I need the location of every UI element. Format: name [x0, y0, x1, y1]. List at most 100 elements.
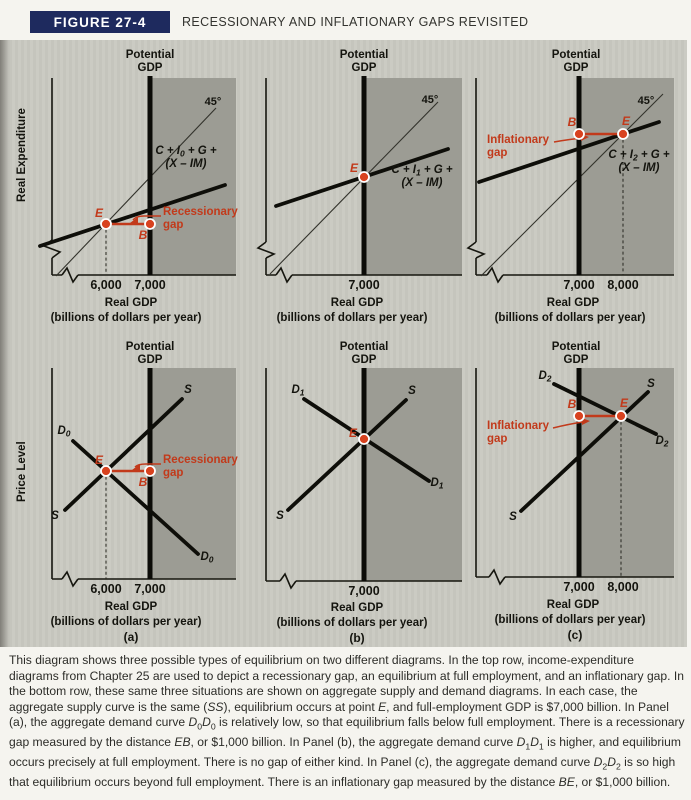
supply-curve — [519, 390, 650, 513]
demand-label-upper: D2 — [538, 370, 551, 384]
x-axis-break — [488, 568, 506, 586]
point-B-label: B — [568, 397, 577, 411]
supply-label-upper: S — [408, 385, 416, 397]
point-E-dot — [358, 171, 370, 183]
recessionary-gap-label2: gap — [163, 219, 183, 231]
point-B-label: B — [568, 115, 577, 129]
axes — [51, 78, 236, 276]
x-axis-subtitle: (billions of dollars per year) — [495, 312, 646, 324]
panel-top-a: Potential GDP 45° C + I0 + G + (X – IM) … — [16, 49, 238, 324]
beyond-potential-region — [364, 78, 462, 275]
supply-label-lower: S — [509, 511, 517, 523]
point-E-label: E — [620, 396, 629, 410]
demand-curve — [552, 382, 658, 436]
supply-curve — [63, 397, 184, 512]
potential-gdp-label2: GDP — [564, 62, 589, 74]
potential-gdp-label2: GDP — [138, 62, 163, 74]
supply-label-lower: S — [276, 510, 284, 522]
expenditure-label: C + I1 + G + — [391, 164, 453, 178]
y-axis-label: Real Expenditure — [16, 108, 28, 202]
point-E-dot — [617, 128, 629, 140]
panel-letter: (b) — [349, 631, 364, 645]
beyond-potential-region — [150, 368, 236, 579]
potential-gdp-label: Potential — [340, 49, 389, 61]
figure-caption: This diagram shows three possible types … — [9, 653, 685, 789]
page-scan-edge — [0, 40, 10, 647]
figure-panels-area: Potential GDP 45° C + I0 + G + (X – IM) … — [6, 40, 687, 647]
point-B-label: B — [139, 228, 148, 242]
gap-leader-line — [552, 421, 584, 429]
x-axis-subtitle: (billions of dollars per year) — [277, 312, 428, 324]
demand-label-lower: D1 — [430, 477, 443, 491]
expenditure-label: C + I2 + G + — [608, 149, 670, 163]
x-tick-6000: 6,000 — [90, 278, 121, 292]
x-tick-7000: 7,000 — [348, 278, 379, 292]
panel-bottom-c: Potential GDP D2 D2 S S B E Inflationary… — [475, 341, 674, 642]
x-tick-6000: 6,000 — [90, 582, 121, 596]
supply-label-upper: S — [647, 378, 655, 390]
panel-letter: (c) — [568, 628, 583, 642]
x-tick-7000: 7,000 — [134, 278, 165, 292]
potential-gdp-label: Potential — [552, 341, 601, 353]
y-axis-label: Price Level — [16, 441, 28, 502]
point-B-dot — [144, 465, 156, 477]
recessionary-gap-label: Recessionary — [163, 206, 238, 218]
point-E-label: E — [349, 426, 358, 440]
x-axis-subtitle: (billions of dollars per year) — [495, 614, 646, 626]
45-degree-line — [269, 101, 439, 275]
demand-curve — [71, 439, 200, 556]
inflationary-gap-label2: gap — [487, 147, 507, 159]
x-axis-break — [61, 266, 79, 284]
45-degree-label: 45° — [422, 94, 439, 106]
inflationary-gap-label: Inflationary — [487, 420, 550, 432]
expenditure-line — [477, 120, 661, 184]
x-axis-title: Real GDP — [105, 601, 158, 613]
gap-leader-line — [132, 215, 161, 221]
potential-gdp-label: Potential — [552, 49, 601, 61]
x-axis-title: Real GDP — [105, 297, 158, 309]
gap-arrowhead — [130, 217, 138, 223]
x-axis-subtitle: (billions of dollars per year) — [277, 617, 428, 629]
point-E-label: E — [95, 453, 104, 467]
beyond-potential-region — [579, 78, 674, 275]
inflationary-gap-label: Inflationary — [487, 134, 550, 146]
point-E-label: E — [350, 161, 359, 175]
x-tick-8000: 8,000 — [607, 278, 638, 292]
figure-title: RECESSIONARY AND INFLATIONARY GAPS REVIS… — [182, 15, 529, 29]
point-B-dot — [573, 128, 585, 140]
x-tick-8000: 8,000 — [607, 580, 638, 594]
point-B-dot — [573, 410, 585, 422]
x-tick-7000: 7,000 — [563, 278, 594, 292]
point-E-dot — [100, 465, 112, 477]
demand-label-upper: D1 — [291, 384, 304, 398]
gap-arrowhead — [132, 464, 140, 470]
y-axis-break — [256, 241, 276, 259]
point-E-dot — [615, 410, 627, 422]
recessionary-gap-label: Recessionary — [163, 454, 238, 466]
expenditure-label2: (X – IM) — [166, 158, 207, 170]
panel-top-c: Potential GDP 45° B E Inflationary gap C… — [466, 49, 674, 324]
x-axis-break — [275, 266, 293, 284]
expenditure-label: C + I0 + G + — [155, 145, 217, 159]
potential-gdp-label2: GDP — [352, 354, 377, 366]
recessionary-gap-label2: gap — [163, 467, 183, 479]
x-axis-subtitle: (billions of dollars per year) — [51, 312, 202, 324]
point-E-dot — [358, 433, 370, 445]
axes — [51, 368, 236, 580]
supply-curve — [286, 398, 408, 512]
supply-label-upper: S — [184, 384, 192, 396]
point-B-label: B — [139, 475, 148, 489]
45-degree-label: 45° — [205, 96, 222, 108]
beyond-potential-region — [364, 368, 462, 581]
axes — [265, 368, 462, 582]
x-tick-7000: 7,000 — [563, 580, 594, 594]
expenditure-label2: (X – IM) — [402, 177, 443, 189]
point-E-dot — [100, 218, 112, 230]
figure-label: FIGURE 27-4 — [53, 14, 147, 30]
expenditure-line — [38, 183, 227, 248]
45-degree-line — [55, 107, 217, 277]
beyond-potential-region — [150, 78, 236, 275]
panel-bottom-a: Potential GDP D0 D0 S S E B Recessionary… — [16, 341, 238, 644]
45-degree-label: 45° — [638, 95, 655, 107]
